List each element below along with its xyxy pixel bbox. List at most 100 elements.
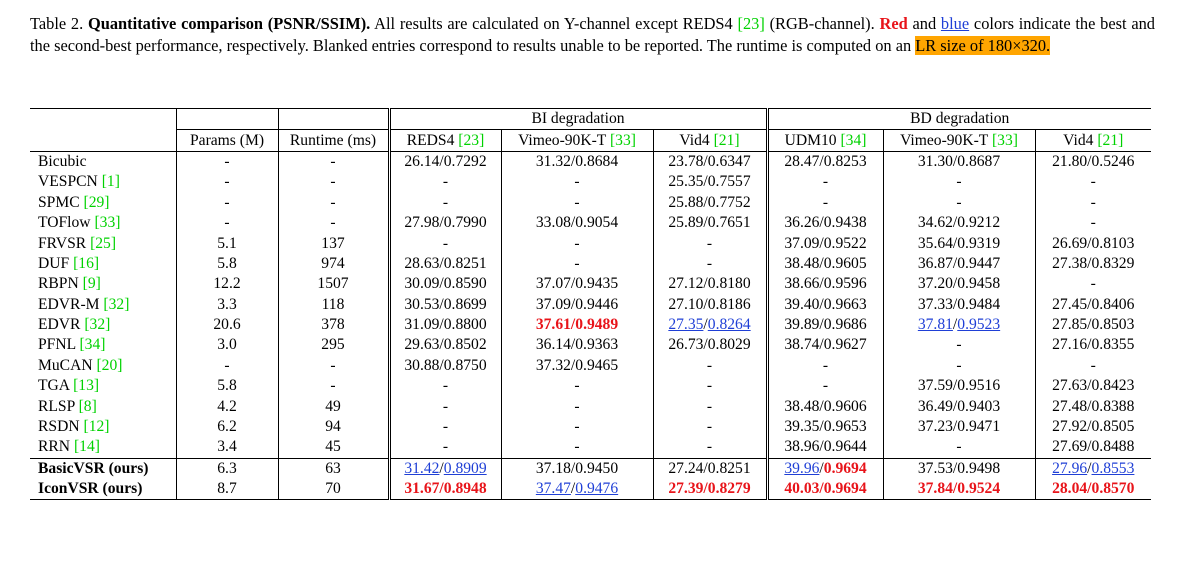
separator-slash: / xyxy=(703,316,708,334)
params-cell: 20.6 xyxy=(175,314,278,336)
citation-link[interactable]: [14] xyxy=(73,438,100,456)
caption-highlight: LR size of 180×320. xyxy=(915,35,1051,55)
score-cell: - xyxy=(500,233,653,254)
citation-link[interactable]: [12] xyxy=(83,418,110,436)
score-cell: 37.61/0.9489 xyxy=(500,314,653,336)
bd-degradation-header: BD degradation xyxy=(765,107,1151,130)
citation-link[interactable]: [33] xyxy=(991,131,1018,149)
citation-link[interactable]: [34] xyxy=(79,336,106,354)
citation-link[interactable]: [1] xyxy=(101,173,120,191)
psnr-value: 37.61 xyxy=(535,316,571,334)
column-label: Vid4 xyxy=(1063,131,1098,149)
citation-link[interactable]: [21] xyxy=(1097,131,1124,149)
score-cell: 37.84/0.9524 xyxy=(882,479,1035,501)
psnr-value: 40.03 xyxy=(784,480,820,498)
score-cell: 37.81/0.9523 xyxy=(882,314,1035,336)
params-cell: 4.2 xyxy=(175,396,278,417)
empty-header-cell xyxy=(175,107,278,130)
citation-link[interactable]: [33] xyxy=(609,131,636,149)
citation-link[interactable]: [32] xyxy=(103,295,130,313)
score-cell: - xyxy=(652,437,767,459)
params-cell: 5.1 xyxy=(175,233,278,254)
score-cell: - xyxy=(882,437,1035,459)
table-row: EDVR [32] 20.6 378 31.09/0.8800 37.61/0.9489… xyxy=(30,314,1151,336)
method-name: MuCAN [20] xyxy=(30,356,176,376)
caption-label: Table 2. xyxy=(30,14,84,33)
citation-link[interactable]: [25] xyxy=(90,234,117,252)
citation-link[interactable]: [23] xyxy=(737,14,765,33)
caption-red-word: Red xyxy=(879,14,908,33)
table-row: RSDN [12] 6.2 94- - -39.35/0.9653 37.23/0.947… xyxy=(30,416,1151,438)
runtime-cell: 49 xyxy=(277,396,389,417)
method-label: TGA xyxy=(38,377,74,395)
method-name: Bicubic xyxy=(30,150,176,173)
score-cell: 26.14/0.7292 xyxy=(387,150,501,173)
score-cell: 37.53/0.9498 xyxy=(882,457,1035,480)
caption-text-1: All results are calculated on Y-channel … xyxy=(374,14,738,33)
psnr-value: 31.67 xyxy=(404,480,440,498)
citation-link[interactable]: [33] xyxy=(94,214,121,232)
score-cell: 26.69/0.8103 xyxy=(1034,233,1151,254)
citation-link[interactable]: [21] xyxy=(713,131,740,149)
method-label: RLSP xyxy=(38,397,79,415)
caption-text-2: (RGB-channel). xyxy=(764,14,880,33)
citation-link[interactable]: [8] xyxy=(78,397,97,415)
score-cell: 39.89/0.9686 xyxy=(765,314,883,336)
caption-blue-word: blue xyxy=(940,14,970,33)
score-cell: - xyxy=(652,416,767,438)
params-cell: 6.2 xyxy=(175,416,278,438)
method-name: RRN [14] xyxy=(30,437,176,458)
method-label: MuCAN xyxy=(38,356,97,374)
citation-link[interactable]: [13] xyxy=(73,377,100,395)
score-cell: 31.32/0.8684 xyxy=(500,150,653,173)
params-cell: 5.8 xyxy=(175,253,278,275)
separator-slash: / xyxy=(439,459,444,477)
method-label: IconVSR (ours) xyxy=(38,480,143,498)
table-row: BasicVSR (ours) 6.3 63 31.42/0.8909 37.18/0.… xyxy=(30,457,1151,480)
score-cell: - xyxy=(500,376,653,397)
params-cell: 6.3 xyxy=(175,457,278,480)
ssim-value: 0.9489 xyxy=(575,316,619,334)
method-label: PFNL xyxy=(38,336,80,354)
column-label: Vid4 xyxy=(679,131,714,149)
score-cell: 25.89/0.7651 xyxy=(652,212,767,234)
citation-link[interactable]: [29] xyxy=(83,193,110,211)
score-cell: 39.40/0.9663 xyxy=(765,294,883,315)
score-cell: 27.96/0.8553 xyxy=(1034,457,1151,480)
score-cell: 35.64/0.9319 xyxy=(882,233,1035,254)
score-cell: - xyxy=(387,396,501,417)
score-cell: 37.18/0.9450 xyxy=(500,457,653,480)
citation-link[interactable]: [32] xyxy=(84,316,111,334)
caption-title: Quantitative comparison (PSNR/SSIM). xyxy=(88,14,371,33)
params-cell: 12.2 xyxy=(175,274,278,295)
score-cell: 38.74/0.9627 xyxy=(765,335,883,356)
citation-link[interactable]: [23] xyxy=(458,131,485,149)
psnr-value: 37.84 xyxy=(917,480,953,498)
score-cell: 37.09/0.9522 xyxy=(765,233,883,254)
citation-link[interactable]: [16] xyxy=(73,254,100,272)
score-cell: 26.73/0.8029 xyxy=(652,335,767,356)
vid4-bi-header: Vid4 [21] xyxy=(652,129,767,152)
citation-link[interactable]: [9] xyxy=(82,275,101,293)
citation-link[interactable]: [20] xyxy=(96,356,123,374)
table-row: EDVR-M [32] 3.3 118 30.53/0.8699 37.09/0.944… xyxy=(30,294,1151,315)
method-label: EDVR-M xyxy=(38,295,104,313)
table-row: DUF [16] 5.8 974 28.63/0.8251- -38.48/0.9605… xyxy=(30,253,1151,275)
score-cell: 27.38/0.8329 xyxy=(1034,253,1151,275)
runtime-cell: - xyxy=(277,212,389,234)
separator-slash: / xyxy=(1087,480,1092,498)
score-cell: - xyxy=(652,233,767,254)
psnr-value: 27.96 xyxy=(1052,459,1088,477)
ssim-value: 0.9694 xyxy=(823,459,867,477)
separator-slash: / xyxy=(952,480,958,498)
citation-link[interactable]: [34] xyxy=(840,131,867,149)
psnr-value: 37.81 xyxy=(917,316,953,334)
table-row: PFNL [34] 3.0 295 29.63/0.8502 36.14/0.9363 2… xyxy=(30,335,1151,356)
method-label: SPMC xyxy=(38,193,84,211)
score-cell: - xyxy=(387,192,501,213)
score-cell: 30.88/0.8750 xyxy=(387,355,501,377)
score-cell: 30.53/0.8699 xyxy=(387,294,501,315)
runtime-cell: 63 xyxy=(277,457,389,480)
ssim-value: 0.8909 xyxy=(443,459,487,477)
score-cell: 37.59/0.9516 xyxy=(882,376,1035,397)
